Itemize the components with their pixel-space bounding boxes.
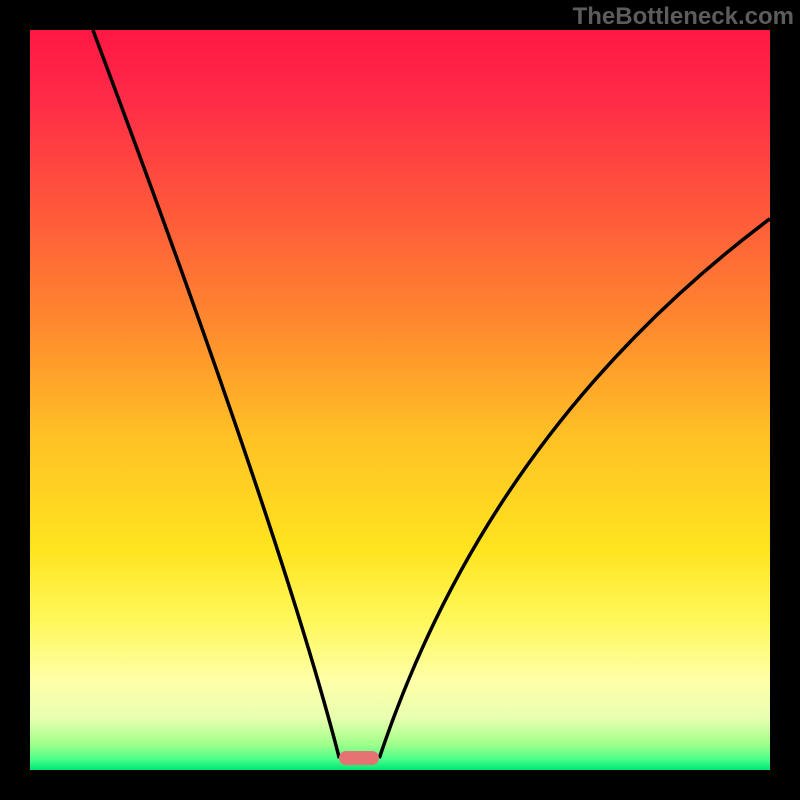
bottleneck-curve — [30, 30, 770, 770]
curve-right-branch — [379, 219, 770, 758]
watermark-text: TheBottleneck.com — [573, 3, 794, 31]
curve-left-branch — [93, 30, 339, 758]
optimal-marker — [339, 751, 379, 765]
plot-area — [30, 30, 770, 770]
chart-container: TheBottleneck.com — [0, 0, 800, 800]
